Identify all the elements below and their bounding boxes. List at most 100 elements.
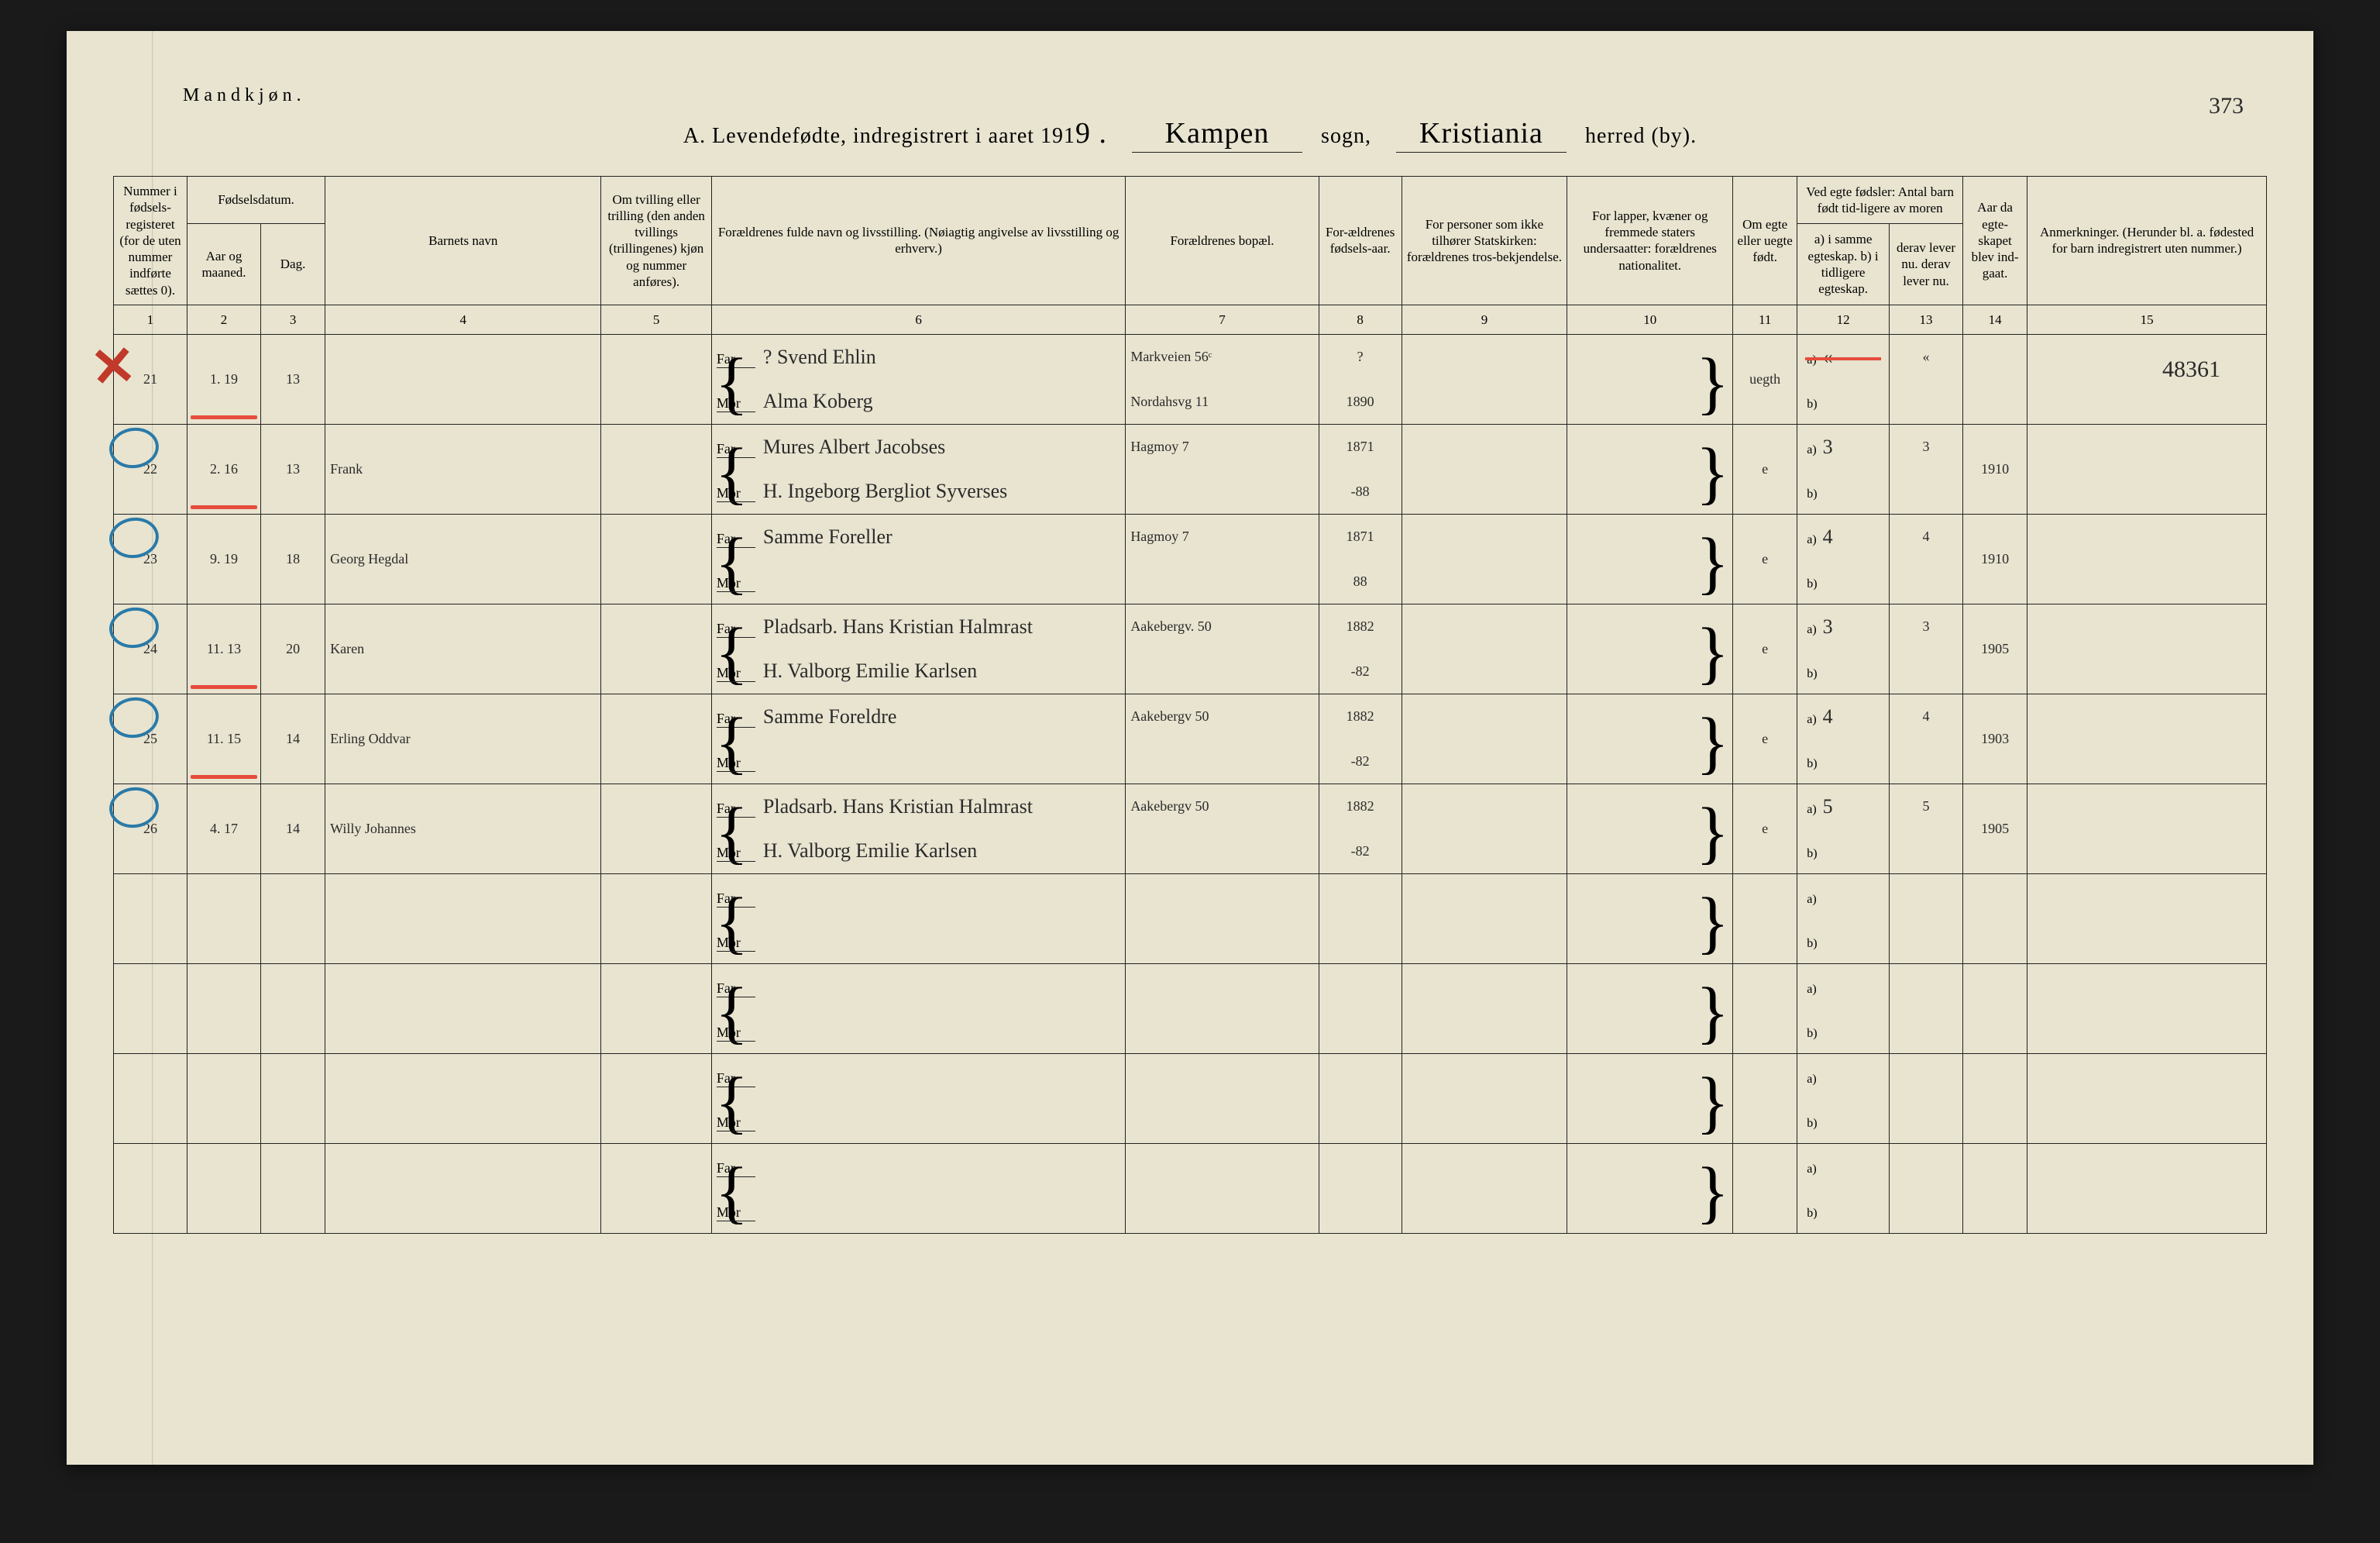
col-header: For personer som ikke tilhører Statskirk… — [1402, 177, 1567, 305]
nationality-cell: } — [1567, 1054, 1733, 1144]
mor-label: Mor — [717, 575, 755, 592]
children-b-cell: b) — [1797, 380, 1890, 425]
religion-cell — [1402, 874, 1567, 964]
mother-birth-year — [1319, 1009, 1402, 1054]
remarks-cell — [2027, 515, 2267, 604]
brace-icon: } — [1696, 1175, 1729, 1210]
b-label: b) — [1802, 839, 1884, 863]
marriage-year: 1905 — [1963, 784, 2027, 874]
birth-day — [261, 874, 325, 964]
children-a-cell: a) — [1797, 874, 1890, 919]
birth-month: 11. 15 — [187, 694, 261, 784]
brace-icon: } — [1696, 995, 1729, 1030]
father-birth-year — [1319, 1144, 1402, 1189]
mother-address — [1126, 649, 1319, 694]
children-a-living: 3 — [1889, 425, 1962, 470]
a-label: a) 3 — [1802, 436, 1884, 459]
col-num: 2 — [187, 305, 261, 334]
father-name: Samme Foreldre — [763, 705, 897, 728]
nationality-cell: } — [1567, 335, 1733, 425]
father-birth-year: 1882 — [1319, 694, 1402, 739]
father-name-cell: {FarPladsarb. Hans Kristian Halmrast — [711, 604, 1125, 649]
col-header: Forældrenes bopæl. — [1126, 177, 1319, 305]
col-num: 4 — [325, 305, 601, 334]
col-num: 13 — [1889, 305, 1962, 334]
mor-label: Mor — [717, 485, 755, 502]
red-underline-icon — [191, 415, 257, 419]
col-num: 1 — [114, 305, 187, 334]
mother-address — [1126, 829, 1319, 874]
mor-label: Mor — [717, 845, 755, 862]
father-address — [1126, 874, 1319, 919]
child-name: Erling Oddvar — [325, 694, 601, 784]
x-annotation-icon: ✕ — [88, 333, 139, 401]
remarks-cell — [2027, 425, 2267, 515]
a-label: a) 3 — [1802, 615, 1884, 639]
brace-icon: } — [1696, 546, 1729, 580]
marriage-year — [1963, 335, 2027, 425]
birth-month: 9. 19 — [187, 515, 261, 604]
b-label: b) — [1802, 1199, 1884, 1222]
col-header: Barnets navn — [325, 177, 601, 305]
religion-cell — [1402, 425, 1567, 515]
birth-day — [261, 1144, 325, 1234]
children-a-cell: a) 4 — [1797, 515, 1890, 560]
circle-annotation-icon — [107, 784, 162, 831]
legitimacy: e — [1733, 515, 1797, 604]
birth-month: 11. 13 — [187, 604, 261, 694]
father-name: Pladsarb. Hans Kristian Halmrast — [763, 795, 1033, 818]
entry-number: 22 — [114, 425, 187, 515]
child-name — [325, 1054, 601, 1144]
mor-label: Mor — [717, 1025, 755, 1042]
children-b-living — [1889, 739, 1962, 784]
b-label: b) — [1802, 749, 1884, 773]
marriage-year: 1910 — [1963, 425, 2027, 515]
herred-label: herred (by). — [1585, 124, 1697, 148]
circle-annotation-icon — [107, 425, 162, 471]
table-row: {Far}a) — [114, 1054, 2267, 1099]
children-b-living — [1889, 470, 1962, 515]
col-header: Om tvilling eller trilling (den anden tv… — [601, 177, 712, 305]
marriage-year — [1963, 1054, 2027, 1144]
remarks-cell — [2027, 694, 2267, 784]
children-a-value: 4 — [1823, 705, 1833, 728]
father-name-cell: {Far? Svend Ehlin — [711, 335, 1125, 380]
birth-day: 18 — [261, 515, 325, 604]
children-a-living: 4 — [1889, 515, 1962, 560]
col-num: 5 — [601, 305, 712, 334]
children-b-living — [1889, 829, 1962, 874]
children-b-living — [1889, 380, 1962, 425]
mother-birth-year: 1890 — [1319, 380, 1402, 425]
table-row: 21✕1. 1913{Far? Svend EhlinMarkveien 56ᶜ… — [114, 335, 2267, 380]
children-a-value: « — [1823, 346, 1833, 368]
twin-cell — [601, 515, 712, 604]
entry-number: 21✕ — [114, 335, 187, 425]
entry-number: 25 — [114, 694, 187, 784]
nationality-cell: } — [1567, 784, 1733, 874]
father-birth-year — [1319, 1054, 1402, 1099]
mother-name-cell: MorH. Ingeborg Bergliot Syverses — [711, 470, 1125, 515]
title-line: A. Levendefødte, indregistrert i aaret 1… — [113, 116, 2267, 153]
register-page: Mandkjøn. 373 48361 A. Levendefødte, ind… — [67, 31, 2313, 1465]
title-prefix: A. Levendefødte, indregistrert i aaret 1… — [683, 124, 1075, 148]
children-a-cell: a) « — [1797, 335, 1890, 380]
twin-cell — [601, 1144, 712, 1234]
child-name — [325, 964, 601, 1054]
father-address — [1126, 1054, 1319, 1099]
religion-cell — [1402, 784, 1567, 874]
children-a-living — [1889, 1054, 1962, 1099]
mother-name-cell: MorAlma Koberg — [711, 380, 1125, 425]
col-header: Fødselsdatum. — [187, 177, 325, 224]
father-birth-year: ? — [1319, 335, 1402, 380]
a-label: a) — [1802, 1065, 1884, 1088]
father-address — [1126, 1144, 1319, 1189]
entry-number: 23 — [114, 515, 187, 604]
col-header: Anmerkninger. (Herunder bl. a. fødested … — [2027, 177, 2267, 305]
religion-cell — [1402, 335, 1567, 425]
father-address: Hagmoy 7 — [1126, 515, 1319, 560]
a-label: a) 4 — [1802, 525, 1884, 549]
children-b-living — [1889, 649, 1962, 694]
col-header: Forældrenes fulde navn og livsstilling. … — [711, 177, 1125, 305]
birth-day — [261, 1054, 325, 1144]
sogn-label: sogn, — [1321, 124, 1371, 148]
